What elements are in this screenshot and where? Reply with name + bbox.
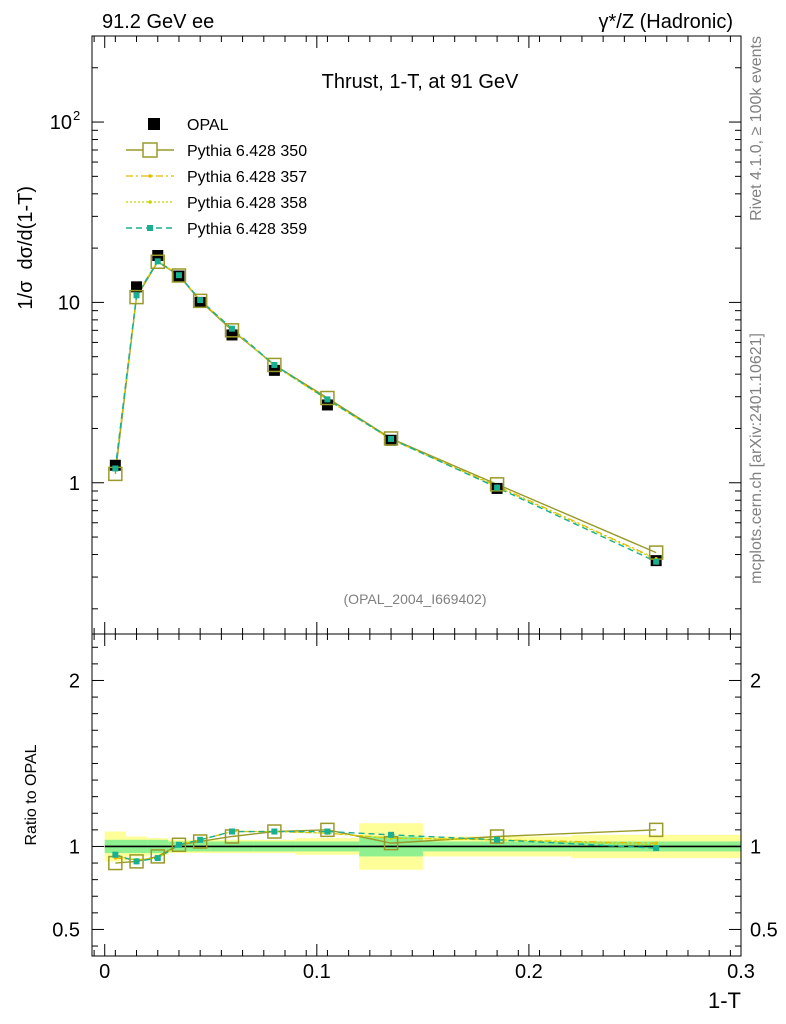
ratio-line-p358 xyxy=(115,830,657,861)
main-plot: Thrust, 1-T, at 91 GeV (OPAL_2004_I66940… xyxy=(15,35,742,635)
ratio-p350-point xyxy=(150,849,165,864)
ratio-y-tick-label-right: 2 xyxy=(750,670,761,692)
ratio-y-tick-label-right: 1 xyxy=(750,836,761,858)
ratio-y-tick-label-right: 0.5 xyxy=(750,919,778,941)
y-tick-label: 1 xyxy=(69,473,80,495)
ratio-p359-point xyxy=(133,858,140,865)
x-tick-label: 0.2 xyxy=(515,961,543,983)
header-right-label: γ*/Z (Hadronic) xyxy=(599,11,733,33)
ratio-p350-point xyxy=(129,854,144,869)
legend-label: Pythia 6.428 359 xyxy=(187,221,307,238)
ratio-p350-point xyxy=(320,822,335,838)
ratio-p350-point xyxy=(192,834,208,849)
ratio-y-tick-label: 2 xyxy=(69,670,80,692)
header-left-label: 91.2 GeV ee xyxy=(102,11,214,33)
ratio-p359-point xyxy=(154,855,161,862)
mcplots-label: mcplots.cern.ch [arXiv:2401.10621] xyxy=(748,333,765,584)
ratio-p350-point xyxy=(648,822,664,838)
legend-label: OPAL xyxy=(187,117,229,134)
ratio-y-axis-label: Ratio to OPAL xyxy=(23,744,40,845)
p359-point xyxy=(112,465,119,472)
legend-label: Pythia 6.428 357 xyxy=(187,169,307,186)
p359-point xyxy=(324,396,331,403)
ratio-p359-point xyxy=(494,836,501,843)
p359-point xyxy=(197,297,204,304)
x-tick-label: 0 xyxy=(99,961,110,983)
main-y-axis-label: 1/σ dσ/d(1-T) xyxy=(15,186,37,310)
x-tick-label: 0.1 xyxy=(303,961,331,983)
p359-point xyxy=(175,272,182,279)
y-tick-label-exponent: 2 xyxy=(73,108,80,123)
legend-marker-p358 xyxy=(148,200,152,204)
x-tick-label: 0.3 xyxy=(727,961,755,983)
ratio-p359-point xyxy=(271,828,278,835)
ratio-p359-point xyxy=(112,851,119,858)
ratio-p350-point xyxy=(489,829,505,844)
ratio-y-tick-label: 1 xyxy=(69,836,80,858)
opal-data-point xyxy=(131,281,143,293)
p359-point xyxy=(494,484,501,491)
ratio-p359-point xyxy=(228,828,235,835)
legend-label: Pythia 6.428 350 xyxy=(187,143,307,160)
ratio-p350-point xyxy=(171,837,187,853)
p350-point xyxy=(150,254,165,270)
p359-point xyxy=(228,325,235,332)
ratio-p359-point xyxy=(324,828,331,835)
p359-point xyxy=(154,258,161,265)
ratio-p359-point xyxy=(175,841,182,848)
y-tick-label: 10 xyxy=(58,292,80,314)
main-title: Thrust, 1-T, at 91 GeV xyxy=(322,71,519,93)
ratio-plot: Ratio to OPAL 0.5 0.5 1 1 2 2 0 0.1 0.2 0.3 1-T xyxy=(23,633,778,1013)
legend-marker-p357 xyxy=(148,174,152,178)
analysis-id-label: (OPAL_2004_I669402) xyxy=(344,591,487,607)
ratio-p359-point xyxy=(197,836,204,843)
legend-marker-p350 xyxy=(142,142,158,158)
ratio-plot-frame xyxy=(91,633,742,957)
legend-label: Pythia 6.428 358 xyxy=(187,195,307,212)
p350-point xyxy=(320,390,335,406)
legend: OPAL Pythia 6.428 350 Pythia 6.428 357 Pyth… xyxy=(126,117,307,238)
ratio-p350-point xyxy=(267,824,282,839)
p350-point xyxy=(489,477,505,492)
p359-point xyxy=(388,435,395,442)
p350-point xyxy=(383,431,399,446)
p350-point xyxy=(267,357,282,373)
ratio-y-tick-label: 0.5 xyxy=(52,919,80,941)
p359-point xyxy=(271,361,278,368)
p359-point xyxy=(133,292,140,299)
legend-marker-p359 xyxy=(147,225,153,231)
opal-data-point xyxy=(109,459,121,471)
p350-point xyxy=(171,268,187,283)
x-axis-label: 1-T xyxy=(708,988,741,1013)
opal-data-point xyxy=(226,329,238,341)
legend-opal-marker xyxy=(148,118,160,130)
opal-data-point xyxy=(268,364,280,376)
p350-point xyxy=(192,293,208,309)
p359-point xyxy=(653,558,660,565)
ratio-p359-point xyxy=(388,831,395,838)
p350-point xyxy=(129,289,144,305)
rivet-version-label: Rivet 4.1.0, ≥ 100k events xyxy=(748,36,765,221)
ratio-p359-point xyxy=(653,845,660,852)
y-tick-label: 10 xyxy=(50,112,72,134)
p350-point xyxy=(224,323,240,338)
